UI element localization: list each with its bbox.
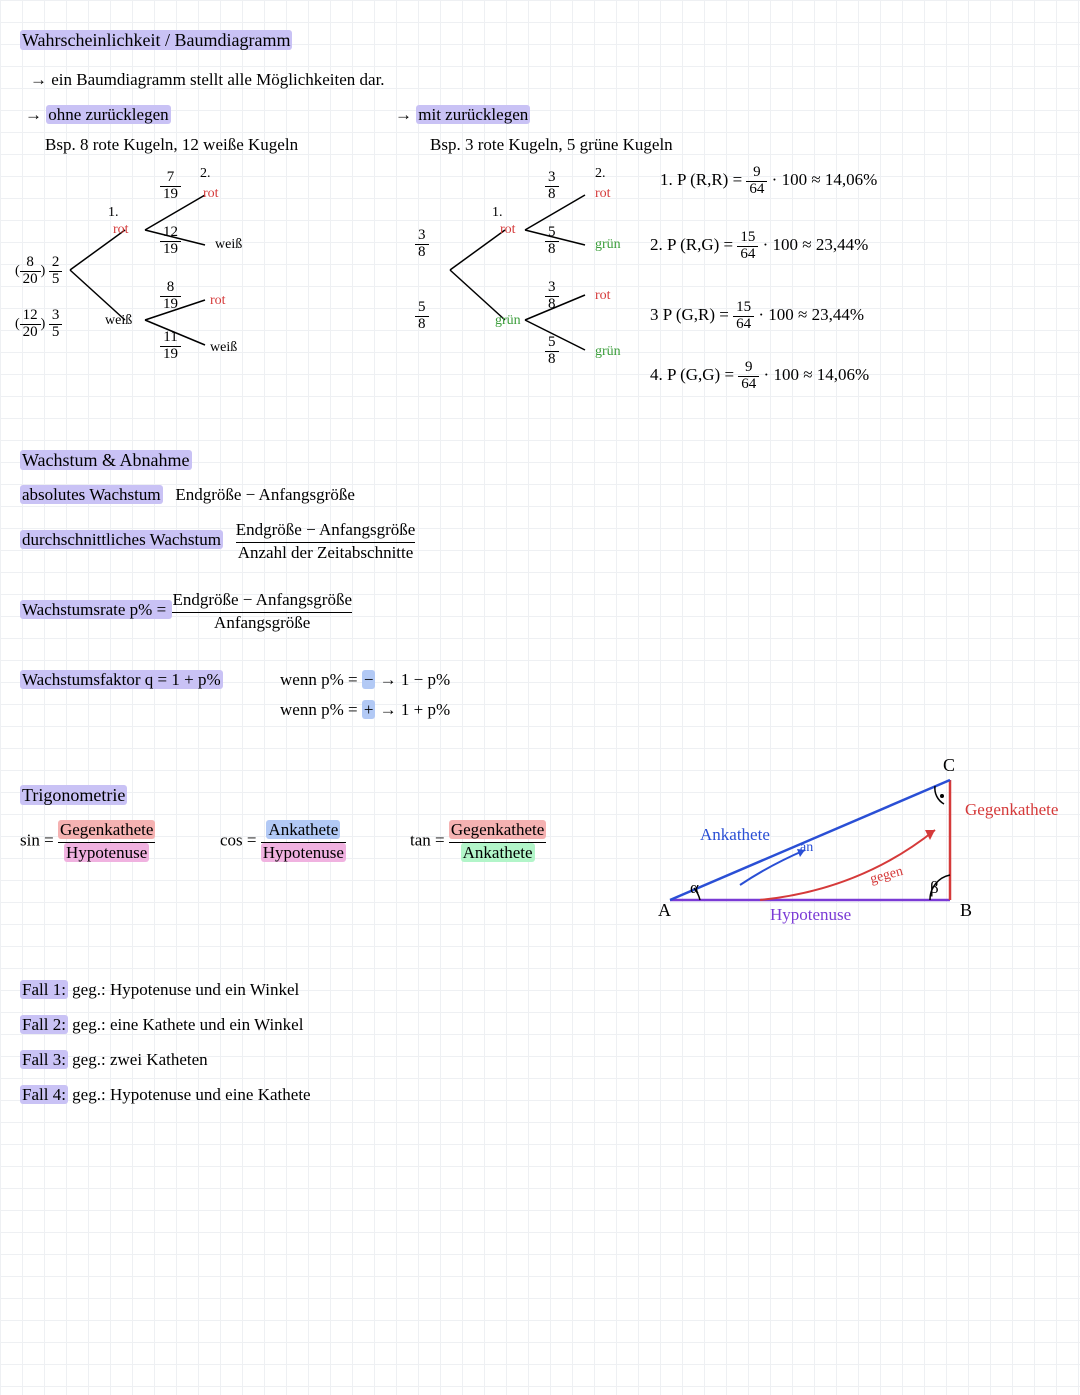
left-weiss: weiß <box>105 313 132 329</box>
r-lbl-gr: rot <box>595 288 611 304</box>
f-wr-left: 819 <box>160 280 181 313</box>
intro-arrow: → ein Baumdiagramm stellt alle Möglichke… <box>30 70 385 90</box>
left-example: Bsp. 8 rote Kugeln, 12 weiße Kugeln <box>45 135 298 155</box>
factor-pos: wenn p% = + → 1 + p% <box>280 700 450 720</box>
r-f-rg: 58 <box>545 225 559 258</box>
f-rr-left: 719 <box>160 170 181 203</box>
case3: Fall 3: geg.: zwei Katheten <box>20 1050 208 1070</box>
r-frac-up: 38 <box>415 228 429 261</box>
tri-gegen: Gegenkathete <box>965 800 1058 820</box>
left-rot: rot <box>113 222 129 238</box>
arc-an-label: an <box>800 840 813 856</box>
f-ww-left: 1119 <box>160 330 181 363</box>
tan-formula: tan = Gegenkathete Ankathete <box>410 820 546 863</box>
left-root-frac2: (1220) 35 <box>15 308 62 341</box>
calc3: 3 P (G,R) = 1564 · 100 ≈ 23,44% <box>650 300 864 333</box>
cos-formula: cos = Ankathete Hypotenuse <box>220 820 346 863</box>
right-example: Bsp. 3 rote Kugeln, 5 grüne Kugeln <box>430 135 673 155</box>
calc1: 1. P (R,R) = 964 · 100 ≈ 14,06% <box>660 165 877 198</box>
r-f-rr: 38 <box>545 170 559 203</box>
tri-hyp: Hypotenuse <box>770 905 851 925</box>
left-root-frac1: (820) 25 <box>15 255 62 288</box>
tri-alpha: α <box>690 878 699 898</box>
r-lbl-rg: grün <box>595 237 621 253</box>
calc4: 4. P (G,G) = 964 · 100 ≈ 14,06% <box>650 360 869 393</box>
tri-A: A <box>658 900 671 921</box>
stage2-left: 2. <box>200 166 211 182</box>
tri-beta: β <box>930 878 939 898</box>
section1-title: Wahrscheinlichkeit / Baumdiagramm <box>20 30 292 51</box>
sin-formula: sin = Gegenkathete Hypotenuse <box>20 820 155 863</box>
section2-title: Wachstum & Abnahme <box>20 450 192 471</box>
r-f-gr: 38 <box>545 280 559 313</box>
calc2: 2. P (R,G) = 1564 · 100 ≈ 23,44% <box>650 230 868 263</box>
case1: Fall 1: geg.: Hypotenuse und ein Winkel <box>20 980 299 1000</box>
lbl-rw-left: weiß <box>215 237 242 253</box>
r-rot: rot <box>500 222 516 238</box>
case2: Fall 2: geg.: eine Kathete und ein Winke… <box>20 1015 303 1035</box>
stage2-right: 2. <box>595 166 606 182</box>
left-heading: → ohne zurücklegen <box>25 105 171 125</box>
abs-growth: absolutes Wachstum Endgröße − Anfangsgrö… <box>20 485 355 505</box>
r-frac-dn: 58 <box>415 300 429 333</box>
lbl-wr-left: rot <box>210 293 226 309</box>
growth-factor: Wachstumsfaktor q = 1 + p% <box>20 670 223 690</box>
section3-title: Trigonometrie <box>20 785 127 806</box>
f-rw-left: 1219 <box>160 225 181 258</box>
r-gruen: grün <box>495 313 521 329</box>
r-lbl-rr: rot <box>595 186 611 202</box>
r-lbl-gg: grün <box>595 344 621 360</box>
tri-C: C <box>943 755 955 776</box>
stage1-left: 1. <box>108 205 119 221</box>
r-f-gg: 58 <box>545 335 559 368</box>
stage1-right: 1. <box>492 205 503 221</box>
factor-neg: wenn p% = − → 1 − p% <box>280 670 450 690</box>
lbl-rr-left: rot <box>203 186 219 202</box>
tri-B: B <box>960 900 972 921</box>
avg-growth: durchschnittliches Wachstum Endgröße − A… <box>20 520 415 563</box>
case4: Fall 4: geg.: Hypotenuse und eine Kathet… <box>20 1085 311 1105</box>
tri-an: Ankathete <box>700 825 770 845</box>
lbl-ww-left: weiß <box>210 340 237 356</box>
right-heading: → mit zurücklegen <box>395 105 530 125</box>
growth-rate: Wachstumsrate p% = Endgröße − Anfangsgrö… <box>20 590 352 633</box>
